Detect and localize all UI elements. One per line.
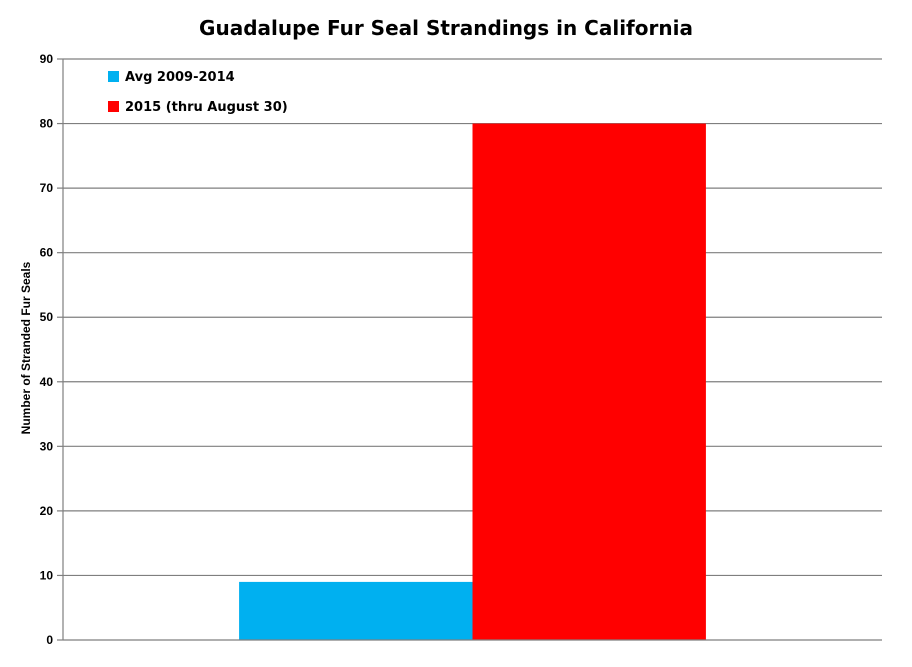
y-tick-label: 60 [40, 246, 54, 260]
legend-swatch [108, 101, 119, 112]
y-tick-label: 20 [40, 504, 54, 518]
y-axis-label: Number of Stranded Fur Seals [19, 261, 33, 434]
legend: Avg 2009-2014 2015 (thru August 30) [108, 70, 288, 115]
y-tick-label: 0 [46, 633, 53, 647]
bars [239, 123, 706, 641]
y-tick-label: 10 [40, 568, 54, 582]
y-tick-label: 50 [40, 310, 54, 324]
y-tick-label: 90 [40, 52, 54, 66]
y-tick-label: 70 [40, 181, 54, 195]
bar [472, 123, 706, 641]
chart-title: Guadalupe Fur Seal Strandings in Califor… [199, 16, 693, 40]
bar [239, 581, 473, 640]
legend-label: Avg 2009-2014 [125, 70, 235, 85]
y-tick-label: 40 [40, 375, 54, 389]
y-tick-label: 80 [40, 117, 54, 131]
axes [62, 59, 882, 641]
legend-swatch [108, 71, 119, 82]
y-tick-label: 30 [40, 439, 54, 453]
y-axis-ticks: 0 10 20 30 40 50 60 70 80 90 [40, 52, 63, 647]
legend-label: 2015 (thru August 30) [125, 100, 288, 115]
